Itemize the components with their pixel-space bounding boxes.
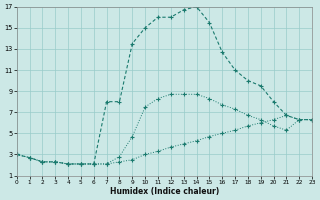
X-axis label: Humidex (Indice chaleur): Humidex (Indice chaleur) [110,187,219,196]
